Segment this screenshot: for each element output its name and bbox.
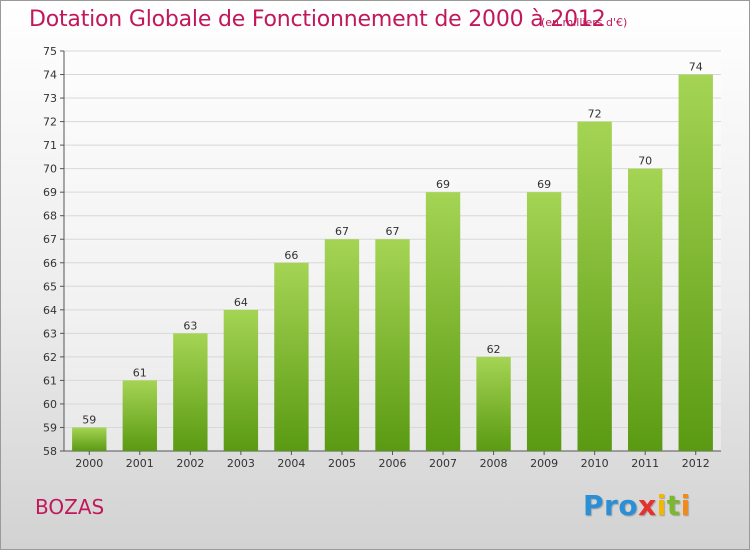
chart-subtitle: (en milliers d'€) [541,16,628,29]
bar-value-label: 72 [588,108,602,121]
chart-title: Dotation Globale de Fonctionnement de 20… [29,7,606,32]
y-tick-label: 62 [43,351,57,364]
logo-part-2: x [638,489,657,522]
commune-name: BOZAS [35,495,105,519]
bar-2006[interactable] [375,239,410,451]
y-tick-label: 66 [43,257,57,270]
bar-2004[interactable] [274,262,309,451]
x-tick-label: 2006 [379,457,407,470]
bar-2007[interactable] [425,192,461,452]
x-tick-label: 2000 [75,457,103,470]
y-tick-label: 69 [43,186,57,199]
y-tick-label: 59 [43,421,57,434]
y-tick-label: 71 [43,139,57,152]
x-tick-label: 2007 [429,457,457,470]
y-tick-label: 74 [43,69,57,82]
y-tick-label: 58 [43,445,57,458]
bar-2002[interactable] [173,333,208,451]
logo-part-4: t [666,489,681,522]
bar-value-label: 70 [638,155,652,168]
x-tick-label: 2008 [480,457,508,470]
bar-value-label: 64 [234,296,248,309]
y-tick-label: 65 [43,280,57,293]
x-tick-label: 2002 [176,457,204,470]
bar-2005[interactable] [324,239,360,451]
y-tick-label: 63 [43,327,57,340]
bar-2012[interactable] [678,74,713,451]
proxiti-logo[interactable]: Proxiti [583,489,691,522]
x-tick-label: 2012 [682,457,710,470]
x-tick-label: 2003 [227,457,255,470]
bar-2001[interactable] [122,380,157,451]
bar-2008[interactable] [476,356,511,451]
y-tick-label: 68 [43,210,57,223]
bar-2003[interactable] [223,309,259,451]
y-tick-label: 70 [43,163,57,176]
bar-value-label: 69 [537,178,551,191]
logo-part-5: i [680,489,691,522]
bar-value-label: 66 [284,249,298,262]
bar-value-label: 61 [133,366,147,379]
x-tick-label: 2005 [328,457,356,470]
y-tick-label: 72 [43,116,57,129]
bar-value-label: 62 [487,343,501,356]
bar-value-label: 74 [689,61,703,74]
bar-value-label: 59 [82,413,96,426]
y-tick-label: 67 [43,233,57,246]
bar-value-label: 69 [436,178,450,191]
x-tick-label: 2001 [126,457,154,470]
bar-value-label: 67 [335,225,349,238]
x-tick-label: 2009 [530,457,558,470]
y-tick-label: 60 [43,398,57,411]
y-tick-label: 75 [43,45,57,58]
logo-part-3: i [656,489,667,522]
x-tick-label: 2010 [581,457,609,470]
bar-2000[interactable] [72,427,107,451]
y-tick-label: 73 [43,92,57,105]
y-tick-label: 61 [43,374,57,387]
bar-value-label: 63 [183,319,197,332]
bar-value-label: 67 [386,225,400,238]
x-tick-label: 2004 [277,457,305,470]
x-tick-label: 2011 [631,457,659,470]
bar-2011[interactable] [628,168,663,451]
y-tick-label: 64 [43,304,57,317]
bar-2010[interactable] [577,121,612,452]
logo-part-1: Pro [583,489,639,522]
bar-2009[interactable] [526,192,562,452]
